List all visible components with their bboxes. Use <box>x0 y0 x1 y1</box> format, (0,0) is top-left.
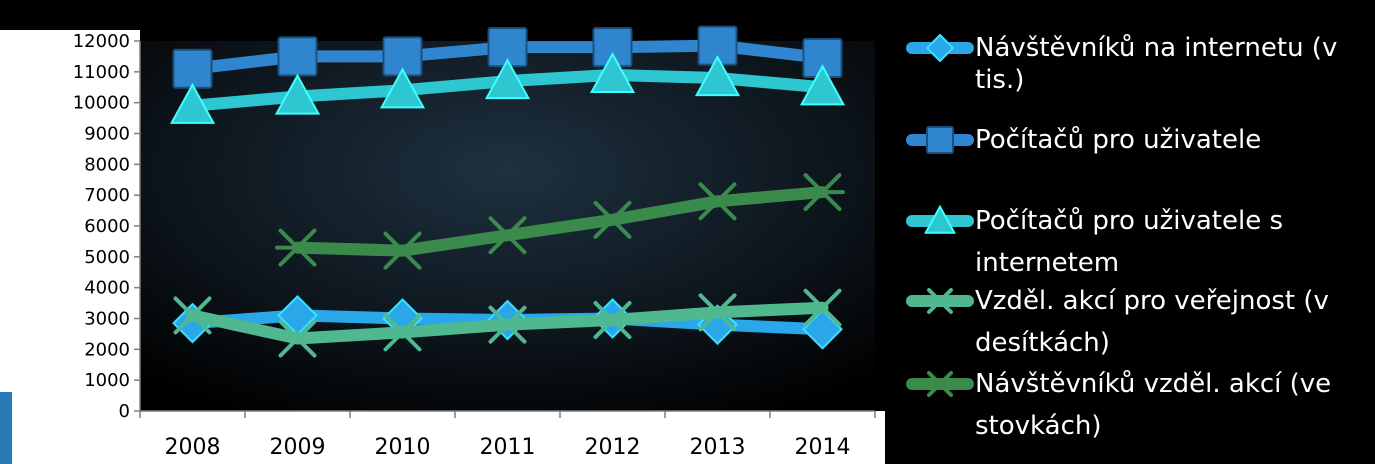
data-point <box>803 288 842 327</box>
legend-item-2: Počítačů pro uživatele <box>906 125 1261 155</box>
data-point <box>593 301 632 340</box>
y-tick-label: 0 <box>119 401 130 422</box>
data-point <box>379 67 426 109</box>
data-point <box>275 228 320 267</box>
x-tick-label: 2014 <box>795 435 851 460</box>
data-point <box>800 173 845 212</box>
series-5 <box>275 173 845 270</box>
legend-marker <box>925 33 955 63</box>
y-tick-label: 12000 <box>73 31 130 52</box>
legend-item-4: Vzděl. akcí pro veřejnost (v desítkách) <box>906 286 1329 358</box>
x-tick-label: 2012 <box>585 435 641 460</box>
data-point <box>589 51 636 94</box>
y-tick-label: 10000 <box>73 93 130 114</box>
y-tick-label: 9000 <box>84 124 130 145</box>
legend-label: Návštěvníků na internetu (v <box>975 33 1337 63</box>
axes: 0 1000 2000 3000 4000 5000 6000 7000 8000 9000 100… <box>0 30 885 464</box>
data-point <box>274 73 321 115</box>
legend-item-3: Počítačů pro uživatele s internetem <box>906 204 1283 278</box>
x-tick-label: 2008 <box>165 435 221 460</box>
y-tick-label: 4000 <box>84 278 130 299</box>
legend-label: tis.) <box>975 65 1024 95</box>
data-point <box>484 58 531 100</box>
series-3 <box>169 51 846 124</box>
y-tick-label: 6000 <box>84 216 130 237</box>
x-tick-label: 2010 <box>375 435 431 460</box>
legend-label: Počítačů pro uživatele s <box>975 206 1283 236</box>
y-tick-label: 3000 <box>84 309 130 330</box>
data-point <box>383 313 422 352</box>
legend-label: Počítačů pro uživatele <box>975 125 1261 155</box>
y-tick-label: 1000 <box>84 370 130 391</box>
data-point <box>278 319 317 358</box>
x-tick-label: 2013 <box>690 435 746 460</box>
legend-label: Vzděl. akcí pro veřejnost (v <box>975 286 1329 316</box>
y-tick-label: 7000 <box>84 185 130 206</box>
legend-item-5: Návštěvníků vzděl. akcí (ve stovkách) <box>906 369 1331 441</box>
y-tick-label: 5000 <box>84 247 130 268</box>
data-point <box>799 64 846 106</box>
data-point <box>695 182 740 221</box>
data-point <box>694 55 741 97</box>
x-tick-label: 2009 <box>270 435 326 460</box>
series-4 <box>173 288 842 358</box>
legend-label: desítkách) <box>975 328 1110 358</box>
series-layer <box>169 25 846 358</box>
y-tick-label: 11000 <box>73 62 130 83</box>
data-point <box>698 293 737 332</box>
data-point <box>172 48 213 89</box>
legend-label: Návštěvníků vzděl. akcí (ve <box>975 369 1331 399</box>
legend-label: stovkách) <box>975 411 1101 441</box>
data-point <box>488 305 527 344</box>
legend-marker <box>926 126 954 154</box>
x-axis-label-background <box>0 411 885 464</box>
y-tick-label: 2000 <box>84 339 130 360</box>
data-point <box>590 200 635 239</box>
legend-label: internetem <box>975 248 1119 278</box>
y-axis-label-background <box>0 30 140 422</box>
data-point <box>380 231 425 270</box>
data-point <box>169 82 216 124</box>
slide-accent-bar-front <box>0 392 12 464</box>
data-point <box>173 296 212 335</box>
legend-marker <box>927 288 953 314</box>
data-point <box>485 216 530 255</box>
y-tick-label: 8000 <box>84 154 130 175</box>
x-tick-label: 2011 <box>480 435 536 460</box>
legend-marker <box>924 204 956 234</box>
data-point <box>277 36 318 77</box>
legend-marker <box>924 371 956 397</box>
